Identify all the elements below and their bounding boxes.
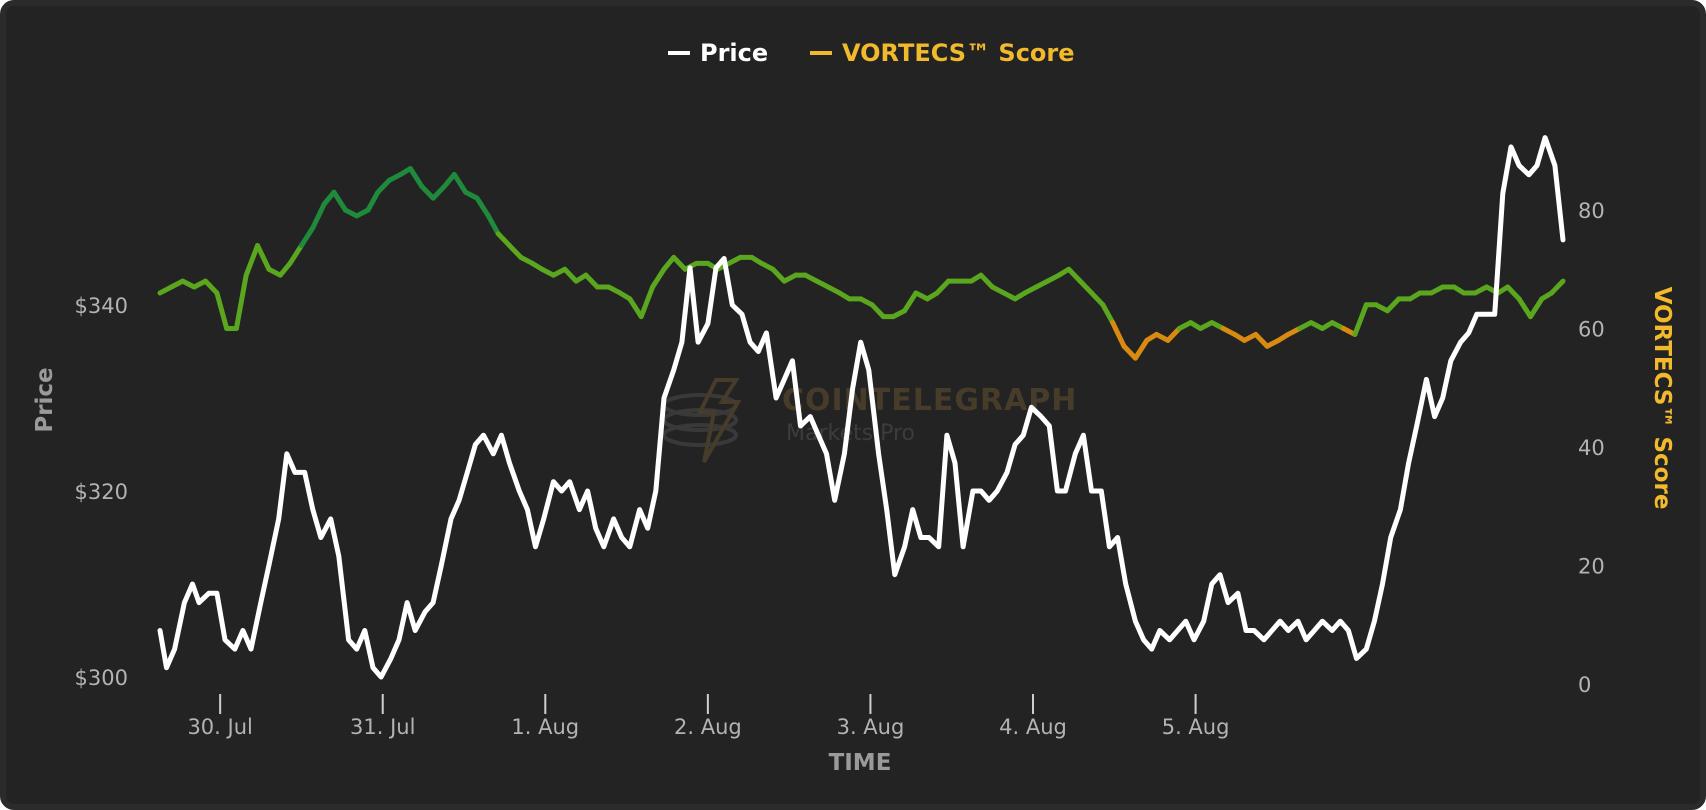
score-line-segment <box>1100 302 1116 326</box>
score-line-segment <box>902 290 919 314</box>
score-line-segment <box>1527 296 1545 320</box>
x-tick-label: 30. Jul <box>187 715 252 739</box>
score-line-segment <box>365 189 381 213</box>
legend-label-price: Price <box>700 39 768 67</box>
price-line <box>157 135 1566 680</box>
score-line-segment <box>770 266 787 284</box>
score-line-segment <box>1121 343 1138 361</box>
score-line-segment <box>869 302 886 320</box>
score-line-segment <box>474 195 491 219</box>
score-line-segment <box>255 243 272 272</box>
score-line-segment <box>1253 331 1270 349</box>
score-line-segment <box>1077 278 1095 296</box>
score-line-segment <box>1132 337 1150 361</box>
score-line-segment <box>583 272 600 290</box>
score-line-segment <box>203 278 220 296</box>
score-line-segment <box>1505 284 1522 302</box>
score-line-segment <box>1516 296 1533 320</box>
score-line-segment <box>277 260 293 278</box>
score-line-segment <box>375 177 392 195</box>
watermark-title: COINTELEGRAPH <box>782 383 1077 418</box>
score-line-segment <box>650 266 667 290</box>
score-line-segment <box>1110 320 1127 349</box>
legend-item-vortecs-score[interactable]: VORTECS™ Score <box>810 39 1075 67</box>
series-price <box>157 135 1566 680</box>
series-vortecs-score <box>157 166 1566 361</box>
legend-item-price[interactable]: Price <box>668 39 768 67</box>
legend[interactable]: Price VORTECS™ Score <box>668 39 1075 67</box>
x-tick-label: 1. Aug <box>511 715 579 739</box>
legend-label-vortecs-score: VORTECS™ Score <box>842 39 1075 67</box>
score-line-segment <box>934 278 951 296</box>
score-line-segment <box>407 166 425 189</box>
x-tick-label: 3. Aug <box>837 715 905 739</box>
y-right-tick-label: 40 <box>1578 436 1605 460</box>
score-line-segment <box>562 266 579 284</box>
y-axis-left-ticks: $300 $320 $340 <box>75 294 128 690</box>
score-line-segment <box>1549 278 1566 296</box>
score-line-segment <box>1066 266 1083 284</box>
score-line-segment <box>233 272 249 331</box>
y-right-tick-label: 0 <box>1578 673 1591 697</box>
y-axis-right-title: VORTECS™ Score <box>1649 287 1675 510</box>
watermark: COINTELEGRAPH Markets Pro <box>662 378 1077 463</box>
score-line-segment <box>451 171 469 195</box>
score-line-segment <box>1384 296 1402 314</box>
score-line-segment <box>298 225 316 249</box>
y-left-tick-label: $320 <box>75 480 128 504</box>
score-line-segment <box>243 243 261 278</box>
y-axis-left-title: Price <box>32 367 58 432</box>
x-tick-label: 5. Aug <box>1162 715 1230 739</box>
score-line-segment <box>1352 302 1369 337</box>
score-line-segment <box>495 231 513 249</box>
score-line-segment <box>1089 290 1106 308</box>
score-line-segment <box>671 254 688 272</box>
y-left-tick-label: $340 <box>75 294 128 318</box>
score-line-segment <box>485 213 501 237</box>
score-line-segment <box>214 290 230 331</box>
x-tick-label: 2. Aug <box>674 715 742 739</box>
score-line-segment <box>627 296 644 320</box>
score-line-segment <box>287 243 304 266</box>
score-line-segment <box>310 201 327 231</box>
score-line-segment <box>419 183 436 201</box>
y-left-tick-label: $300 <box>75 666 128 690</box>
score-line-segment <box>1165 326 1182 343</box>
y-axis-right-ticks: 0 20 40 60 80 <box>1578 199 1605 697</box>
y-right-tick-label: 80 <box>1578 199 1605 223</box>
score-line-segment <box>430 183 448 201</box>
x-tick-label: 31. Jul <box>350 715 415 739</box>
x-tick-label: 4. Aug <box>999 715 1067 739</box>
x-axis-ticks: 30. Jul 31. Jul 1. Aug 2. Aug 3. Aug 4. Aug 5.… <box>187 694 1229 739</box>
score-line-segment <box>331 189 348 213</box>
score-line-segment <box>978 272 995 290</box>
y-right-tick-label: 20 <box>1578 555 1605 579</box>
score-line-segment <box>638 284 656 320</box>
score-line-segment <box>661 254 677 272</box>
cointelegraph-logo-icon <box>662 378 742 463</box>
x-axis-title: TIME <box>829 750 892 776</box>
y-right-tick-label: 60 <box>1578 318 1605 342</box>
score-line-segment <box>507 243 524 260</box>
